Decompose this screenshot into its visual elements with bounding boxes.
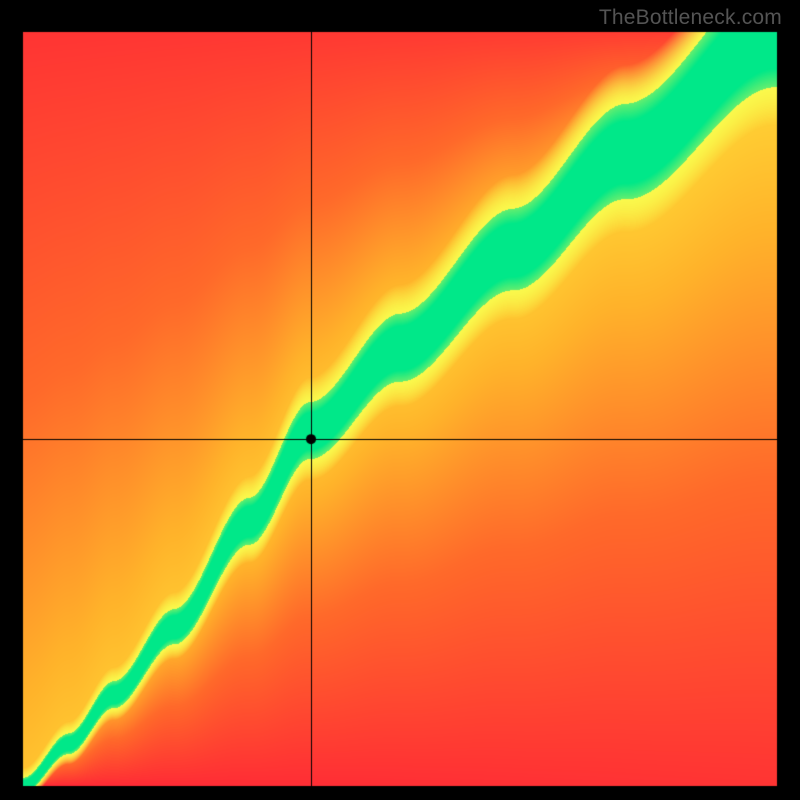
heatmap-canvas	[0, 0, 800, 800]
chart-container: TheBottleneck.com	[0, 0, 800, 800]
watermark-text: TheBottleneck.com	[599, 6, 782, 30]
